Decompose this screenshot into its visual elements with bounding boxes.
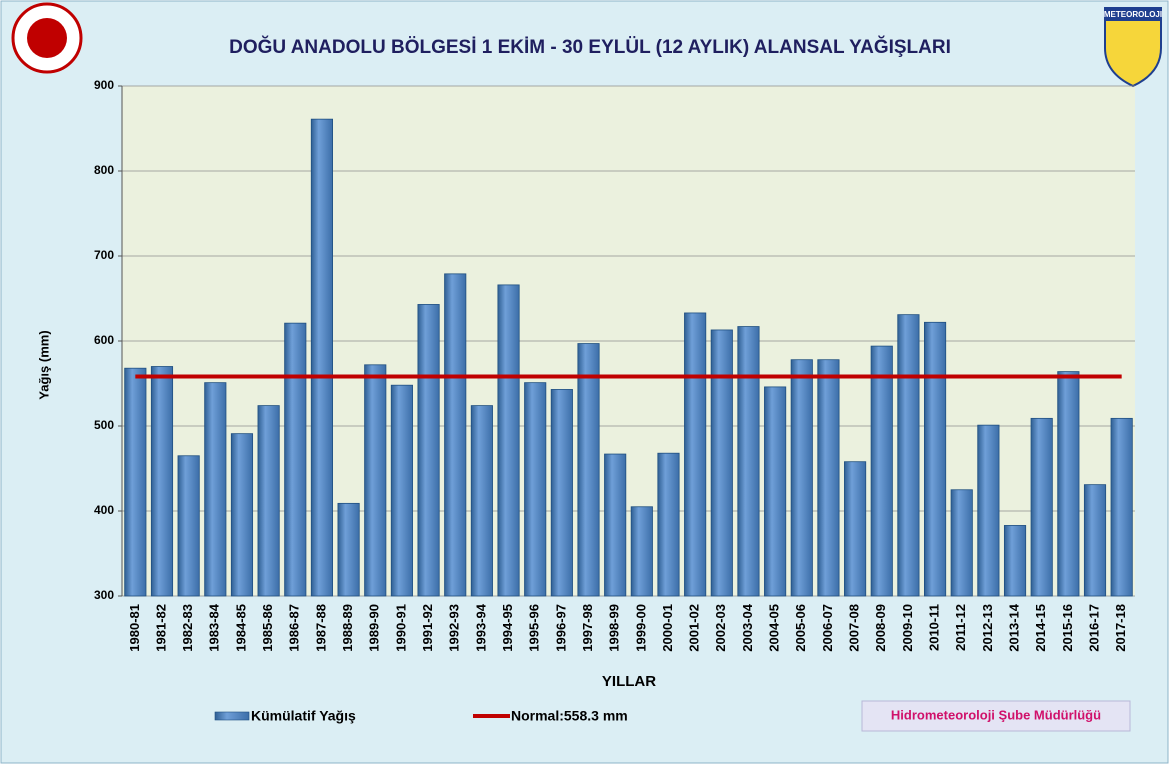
x-tick-label: 2002-03	[713, 604, 728, 652]
y-tick-label: 700	[94, 248, 114, 262]
bar	[1110, 417, 1133, 597]
bar	[870, 345, 893, 597]
bar	[417, 304, 440, 597]
x-tick-label: 2000-01	[660, 604, 675, 652]
x-tick-label: 2007-08	[847, 604, 862, 652]
legend-label: Kümülatif Yağış	[251, 708, 356, 724]
x-tick-label: 2005-06	[793, 604, 808, 652]
bar	[177, 455, 200, 597]
bar	[444, 273, 467, 597]
x-tick-label: 1998-99	[607, 604, 622, 652]
bar	[1083, 484, 1107, 597]
bar	[764, 386, 787, 597]
bar	[950, 489, 973, 597]
bar	[390, 384, 413, 597]
x-tick-label: 1997-98	[580, 604, 595, 652]
bar	[524, 382, 547, 597]
ministry-logo-inner	[27, 18, 67, 58]
x-tick-label: 1980-81	[127, 604, 142, 652]
bar	[150, 366, 174, 597]
y-axis-label: Yağış (mm)	[36, 330, 51, 399]
x-tick-label: 2016-17	[1086, 604, 1101, 652]
bar	[630, 506, 653, 597]
x-tick-label: 1987-88	[313, 604, 328, 652]
bar	[1030, 417, 1053, 597]
y-tick-label: 300	[94, 588, 114, 602]
bar	[924, 321, 947, 597]
x-tick-label: 2004-05	[767, 604, 782, 652]
x-tick-label: 2013-14	[1006, 603, 1021, 651]
logo-text: METEOROLOJI	[1104, 10, 1162, 19]
x-tick-label: 1982-83	[180, 604, 195, 652]
x-tick-label: 1988-89	[340, 604, 355, 652]
logo-band	[1105, 8, 1161, 21]
x-axis-label: YILLAR	[602, 673, 656, 690]
x-tick-label: 1985-86	[260, 604, 275, 652]
y-tick-label: 500	[94, 418, 114, 432]
x-tick-label: 1984-85	[233, 604, 248, 652]
x-tick-label: 1986-87	[287, 604, 302, 652]
bar	[497, 284, 520, 597]
bar	[657, 452, 680, 597]
bar	[977, 424, 1000, 597]
bar	[470, 405, 493, 597]
x-tick-label: 2014-15	[1033, 604, 1048, 652]
footer-box	[861, 700, 1131, 732]
footer: Hidrometeoroloji Şube Müdürlüğü	[891, 707, 1101, 722]
x-tick-label: 2017-18	[1113, 604, 1128, 652]
bar	[1003, 525, 1027, 597]
bar	[604, 453, 627, 597]
x-tick-label: 2003-04	[740, 603, 755, 651]
bar	[310, 118, 333, 597]
bar	[337, 502, 360, 597]
bar	[1057, 371, 1080, 597]
bar	[550, 389, 573, 597]
bar	[204, 382, 227, 597]
x-tick-label: 1981-82	[153, 604, 168, 652]
x-tick-label: 1983-84	[207, 603, 222, 651]
y-tick-label: 400	[94, 503, 114, 517]
bar	[710, 329, 733, 597]
legend-swatch	[214, 711, 250, 721]
y-tick-label: 800	[94, 163, 114, 177]
x-tick-label: 1996-97	[553, 604, 568, 652]
x-tick-label: 1989-90	[367, 604, 382, 652]
x-tick-label: 1995-96	[527, 604, 542, 652]
x-tick-label: 1999-00	[633, 604, 648, 652]
x-tick-label: 1991-92	[420, 604, 435, 652]
bar	[844, 461, 867, 597]
x-tick-label: 2015-16	[1060, 604, 1075, 652]
x-tick-label: 2010-11	[927, 604, 942, 651]
bar	[684, 312, 707, 597]
bar	[364, 364, 387, 597]
y-tick-label: 600	[94, 333, 114, 347]
x-tick-label: 2006-07	[820, 604, 835, 652]
x-tick-label: 2001-02	[687, 604, 702, 652]
x-tick-label: 1994-95	[500, 604, 515, 652]
bar	[124, 367, 147, 597]
bar	[737, 326, 760, 597]
y-tick-label: 900	[94, 78, 114, 92]
x-tick-label: 2008-09	[873, 604, 888, 652]
bar	[897, 314, 920, 597]
bar	[284, 322, 307, 597]
x-tick-label: 1993-94	[473, 603, 488, 651]
x-tick-label: 1990-91	[393, 604, 408, 652]
x-tick-label: 2009-10	[900, 604, 915, 652]
bar	[577, 343, 600, 597]
x-tick-label: 1992-93	[447, 604, 462, 652]
legend-label: Normal:558.3 mm	[511, 708, 628, 724]
chart-title: DOĞU ANADOLU BÖLGESİ 1 EKİM - 30 EYLÜL (…	[229, 36, 951, 58]
bar	[257, 405, 280, 597]
bar	[790, 359, 813, 597]
x-tick-label: 2011-12	[953, 604, 968, 651]
bar	[230, 433, 254, 597]
bar	[817, 359, 840, 597]
x-tick-label: 2012-13	[980, 604, 995, 652]
